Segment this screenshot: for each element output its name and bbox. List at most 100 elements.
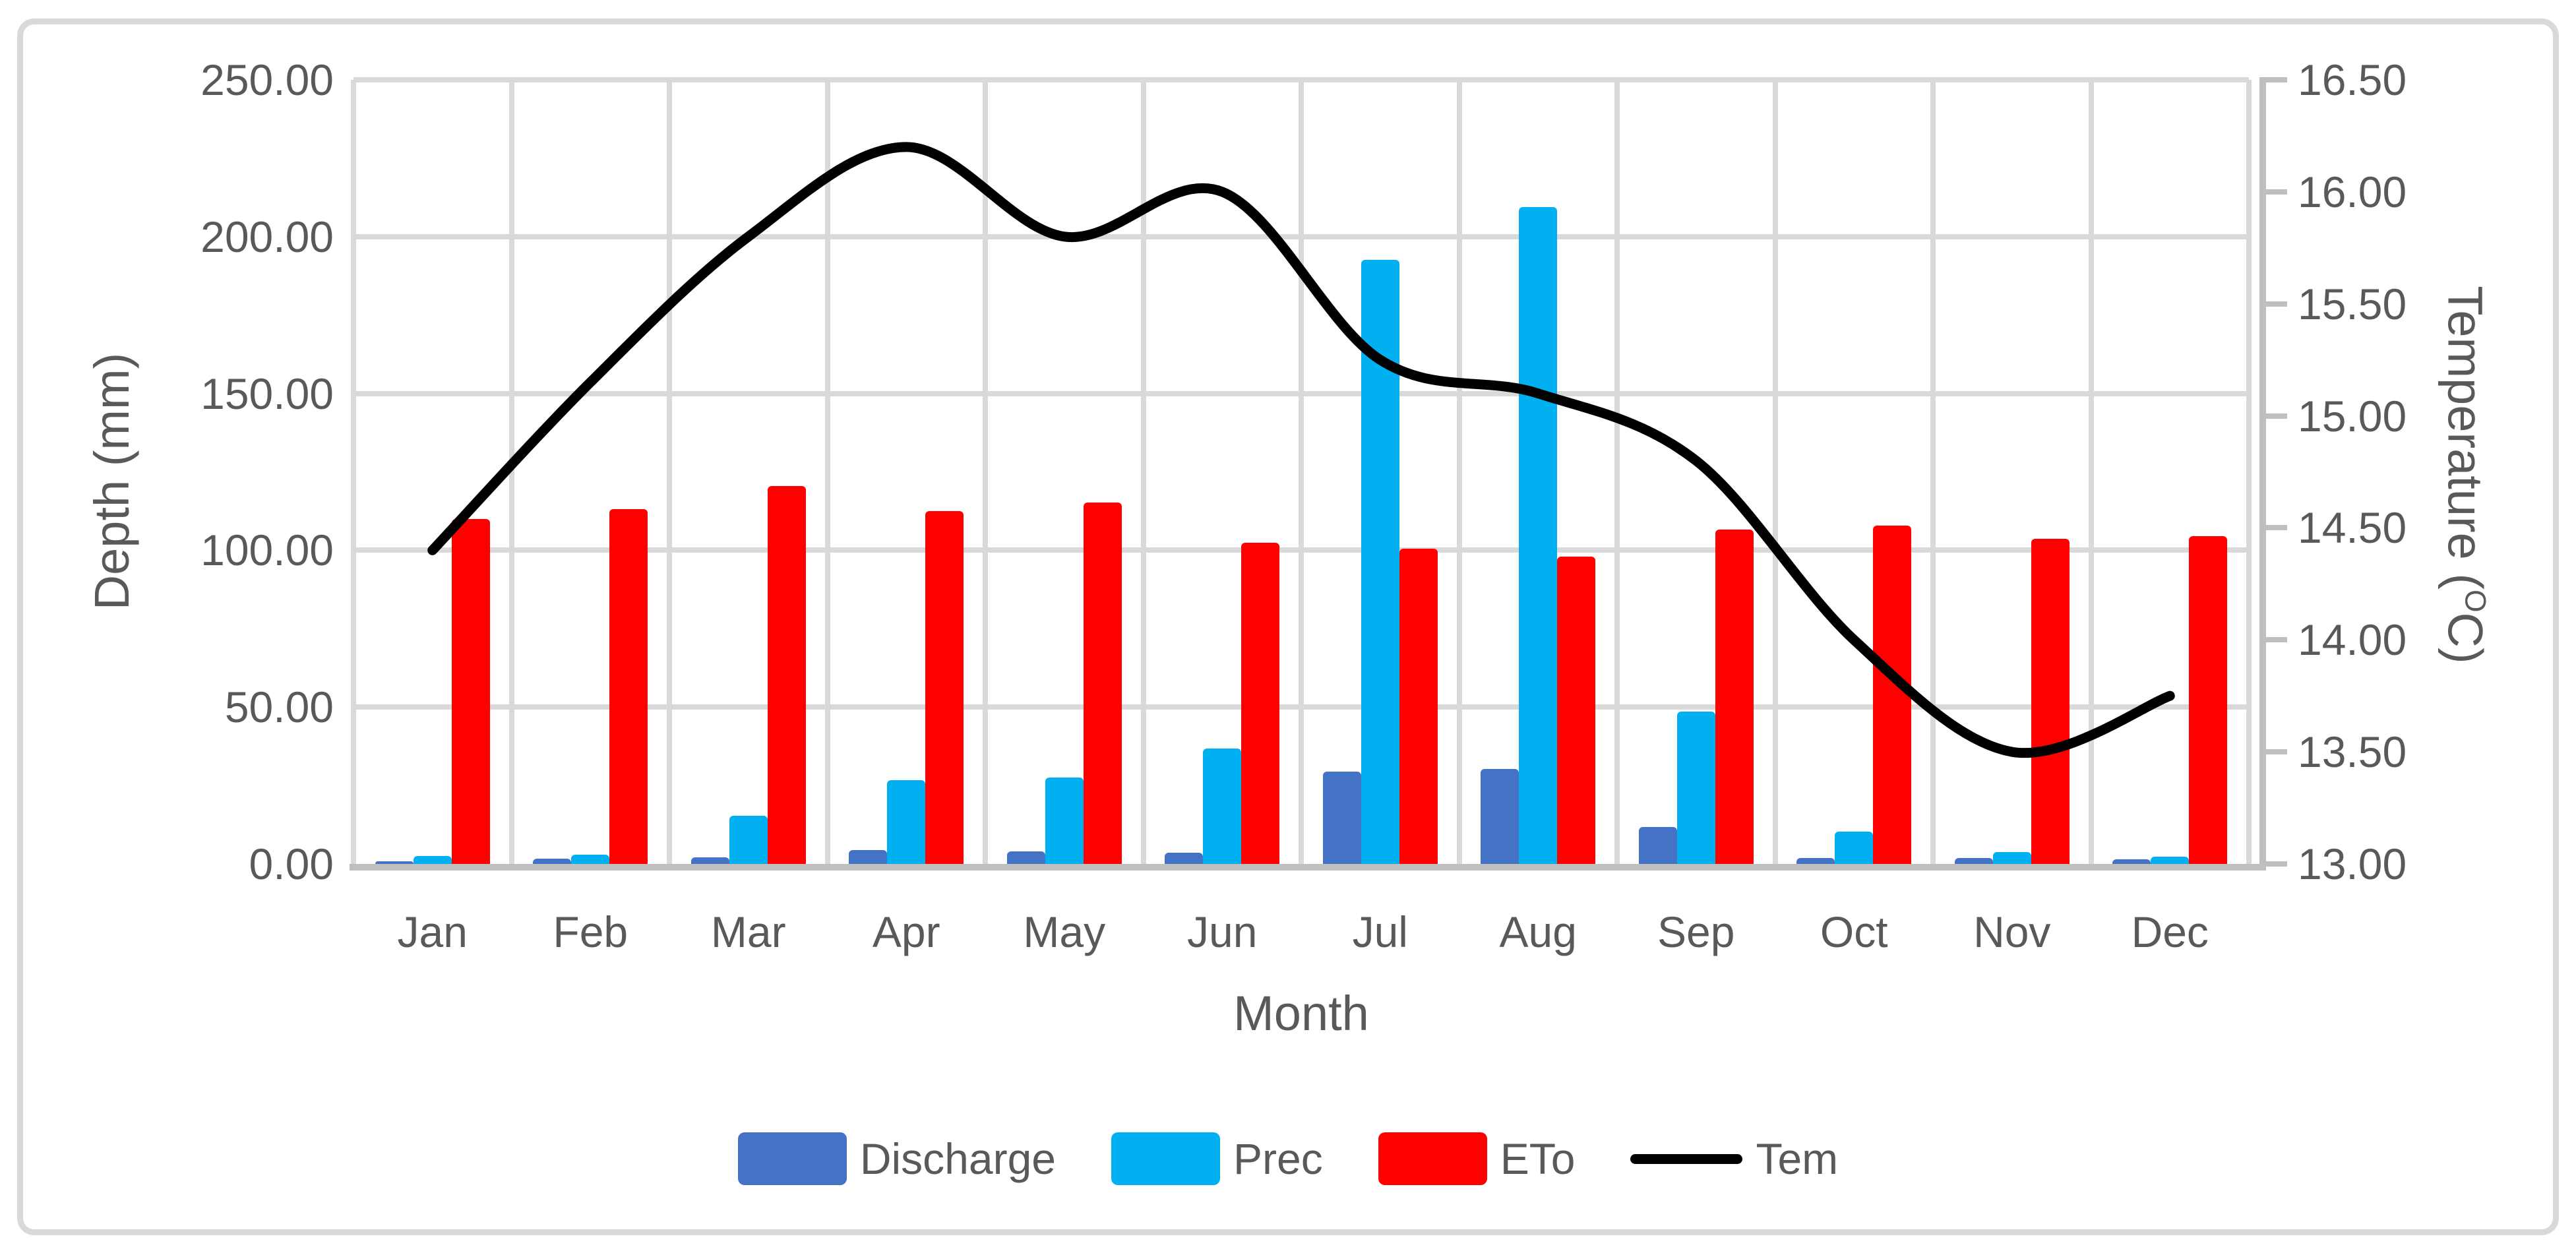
bar-eto-nov[interactable] xyxy=(2031,539,2070,864)
v-gridline xyxy=(1456,80,1462,864)
legend-label-tem: Tem xyxy=(1756,1134,1839,1183)
x-axis-label-apr: Apr xyxy=(872,907,940,956)
right-axis-tick-label: 14.00 xyxy=(2298,615,2407,665)
x-axis-label-may: May xyxy=(1023,907,1106,956)
bar-discharge-aug[interactable] xyxy=(1481,769,1519,864)
right-axis-title: Temperature (OC) xyxy=(2438,286,2499,664)
bar-eto-aug[interactable] xyxy=(1557,557,1596,864)
right-axis-title-text: Temperature ( xyxy=(2438,286,2493,590)
right-axis-tick xyxy=(2259,637,2287,643)
x-axis-label-dec: Dec xyxy=(2131,907,2209,956)
legend-swatch-prec xyxy=(1111,1132,1220,1185)
left-axis-tick-label: 150.00 xyxy=(200,369,334,418)
bar-discharge-sep[interactable] xyxy=(1638,826,1677,864)
bar-eto-jan[interactable] xyxy=(451,518,490,864)
bar-discharge-oct[interactable] xyxy=(1796,857,1835,864)
right-axis-tick-label: 15.00 xyxy=(2298,391,2407,441)
left-axis-tick-label: 200.00 xyxy=(200,212,334,261)
right-axis-tick-label: 13.50 xyxy=(2298,727,2407,777)
bar-eto-jun[interactable] xyxy=(1241,542,1280,864)
x-axis-label-mar: Mar xyxy=(710,907,786,956)
left-axis-tick-label: 100.00 xyxy=(200,526,334,575)
bar-discharge-nov[interactable] xyxy=(1954,857,1993,864)
x-axis-label-aug: Aug xyxy=(1499,907,1577,956)
legend-swatch-eto xyxy=(1378,1132,1487,1185)
x-axis-label-nov: Nov xyxy=(1973,907,2051,956)
bar-prec-apr[interactable] xyxy=(887,780,926,864)
right-axis-tick xyxy=(2259,413,2287,419)
bar-prec-jun[interactable] xyxy=(1203,748,1242,864)
bar-discharge-jul[interactable] xyxy=(1322,771,1361,864)
x-axis-title: Month xyxy=(1233,986,1369,1041)
right-axis-tick-label: 16.00 xyxy=(2298,167,2407,216)
v-gridline xyxy=(983,80,988,864)
bar-discharge-mar[interactable] xyxy=(690,857,729,864)
bar-discharge-dec[interactable] xyxy=(2112,859,2151,864)
x-axis-label-jan: Jan xyxy=(397,907,468,956)
right-axis-tick-label: 13.00 xyxy=(2298,840,2407,888)
bar-discharge-apr[interactable] xyxy=(849,850,888,864)
v-gridline xyxy=(667,80,672,864)
bar-eto-sep[interactable] xyxy=(1715,530,1754,864)
v-gridline xyxy=(824,80,830,864)
bar-discharge-jun[interactable] xyxy=(1165,852,1204,864)
x-axis-line xyxy=(350,864,2266,871)
bar-discharge-feb[interactable] xyxy=(533,859,572,864)
bar-prec-mar[interactable] xyxy=(729,816,768,864)
v-gridline xyxy=(2246,80,2252,864)
bar-eto-dec[interactable] xyxy=(2189,536,2228,864)
legend: Discharge Prec ETo Tem xyxy=(0,1122,2576,1195)
bar-eto-oct[interactable] xyxy=(1873,526,1912,864)
x-axis-label-oct: Oct xyxy=(1820,907,1888,956)
v-gridline xyxy=(351,80,356,864)
right-axis-tick xyxy=(2259,861,2287,867)
right-axis-tick xyxy=(2259,525,2287,531)
v-gridline xyxy=(2088,80,2094,864)
bar-eto-mar[interactable] xyxy=(767,486,806,864)
right-axis-title-sup: O xyxy=(2459,590,2492,613)
right-axis-tick-label: 15.50 xyxy=(2298,279,2407,328)
bar-eto-apr[interactable] xyxy=(925,510,964,864)
legend-label-discharge: Discharge xyxy=(859,1134,1056,1183)
legend-item-discharge[interactable]: Discharge xyxy=(737,1132,1056,1185)
right-axis-tick-label: 16.50 xyxy=(2298,55,2407,104)
legend-label-prec: Prec xyxy=(1233,1134,1323,1183)
left-axis-title: Depth (mm) xyxy=(84,352,139,611)
bar-prec-may[interactable] xyxy=(1045,778,1084,864)
bar-eto-may[interactable] xyxy=(1083,503,1122,864)
bar-prec-aug[interactable] xyxy=(1519,206,1558,864)
x-axis-label-jul: Jul xyxy=(1352,907,1408,956)
legend-item-prec[interactable]: Prec xyxy=(1111,1132,1323,1185)
x-axis-label-feb: Feb xyxy=(553,907,629,956)
legend-item-eto[interactable]: ETo xyxy=(1378,1132,1576,1185)
left-axis-tick-label: 0.00 xyxy=(249,840,334,888)
legend-swatch-discharge xyxy=(737,1132,847,1185)
x-axis-label-sep: Sep xyxy=(1657,907,1735,956)
v-gridline xyxy=(1140,80,1146,864)
left-axis-tick-label: 250.00 xyxy=(200,55,334,104)
bar-eto-jul[interactable] xyxy=(1399,549,1438,864)
legend-item-tem[interactable]: Tem xyxy=(1630,1134,1838,1184)
legend-line-sample xyxy=(1630,1153,1743,1164)
right-axis-tick xyxy=(2259,77,2287,82)
bar-prec-feb[interactable] xyxy=(571,854,610,864)
bar-discharge-may[interactable] xyxy=(1006,851,1045,864)
bar-prec-jan[interactable] xyxy=(413,856,452,864)
right-axis-title-close: C) xyxy=(2438,612,2493,664)
bar-discharge-jan[interactable] xyxy=(375,861,414,864)
tem-line[interactable] xyxy=(427,142,2175,758)
right-axis-tick xyxy=(2259,189,2287,195)
bar-prec-oct[interactable] xyxy=(1835,832,1874,864)
right-axis-line xyxy=(2259,80,2266,871)
bar-prec-sep[interactable] xyxy=(1676,712,1715,864)
legend-label-eto: ETo xyxy=(1500,1134,1576,1183)
v-gridline xyxy=(1772,80,1778,864)
v-gridline xyxy=(1930,80,1936,864)
bar-prec-nov[interactable] xyxy=(1992,851,2031,864)
x-axis-label-jun: Jun xyxy=(1187,907,1258,956)
bar-prec-dec[interactable] xyxy=(2151,857,2190,864)
right-axis-tick xyxy=(2259,301,2287,307)
bar-eto-feb[interactable] xyxy=(609,509,648,864)
